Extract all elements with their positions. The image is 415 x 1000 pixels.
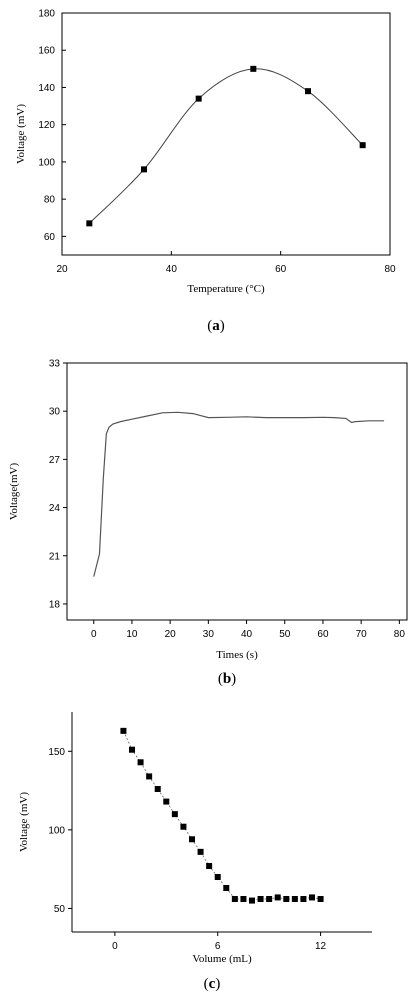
data-point — [283, 896, 290, 902]
x-axis-title: Times (s) — [216, 649, 258, 661]
y-tick-label: 120 — [38, 120, 55, 131]
y-tick-label: 50 — [54, 904, 66, 915]
y-tick-label: 24 — [49, 503, 61, 514]
x-tick-label: 10 — [126, 629, 138, 640]
data-point — [305, 88, 311, 95]
x-axis-title: Volume (mL) — [192, 953, 252, 965]
data-point — [266, 896, 273, 902]
data-point — [180, 823, 187, 830]
y-tick-label: 160 — [38, 46, 55, 57]
y-tick-label: 33 — [49, 359, 61, 370]
x-tick-label: 6 — [215, 941, 221, 952]
plot-frame — [61, 12, 391, 256]
x-tick-label: 80 — [384, 264, 396, 275]
y-tick-label: 18 — [49, 599, 61, 610]
data-point — [249, 897, 255, 904]
data-point — [141, 166, 147, 173]
data-point — [359, 142, 366, 149]
x-tick-label: 60 — [275, 264, 287, 275]
panel-label: (c) — [204, 976, 221, 992]
data-point — [231, 896, 238, 902]
x-tick-label: 12 — [315, 941, 327, 952]
data-point — [274, 894, 281, 901]
x-tick-label: 60 — [317, 629, 329, 640]
x-tick-label: 40 — [241, 629, 253, 640]
panel-label: (a) — [207, 318, 225, 334]
data-point — [223, 885, 230, 891]
data-point — [154, 786, 161, 792]
y-tick-label: 30 — [49, 407, 61, 418]
y-tick-label: 80 — [44, 195, 56, 206]
x-tick-label: 70 — [356, 629, 368, 640]
data-point — [120, 727, 127, 734]
y-tick-label: 27 — [49, 455, 61, 466]
chart-panel-b: 0 10 20 30 40 50 60 70 80 18 21 24 27 30 33 Times (s) Vo… — [8, 359, 408, 687]
y-tick-label: 150 — [48, 747, 65, 758]
x-tick-label: 80 — [394, 629, 406, 640]
data-point — [189, 836, 195, 843]
connect-line — [123, 730, 321, 901]
y-axis-title: Voltage (mV) — [18, 792, 30, 852]
x-tick-label: 50 — [279, 629, 291, 640]
y-tick-label: 180 — [38, 9, 55, 20]
fit-curve — [88, 68, 364, 224]
y-tick-label: 60 — [44, 232, 56, 243]
data-point — [206, 863, 213, 869]
data-point — [291, 896, 298, 902]
y-tick-label: 100 — [48, 825, 65, 836]
data-point — [163, 798, 170, 805]
data-point — [317, 896, 324, 902]
data-point — [195, 95, 202, 102]
x-tick-label: 40 — [166, 264, 178, 275]
data-point — [129, 746, 135, 753]
chart-panel-a: 20 40 60 80 60 80 100 120 140 160 180 Temperature (… — [15, 9, 396, 335]
y-tick-label: 21 — [49, 551, 61, 562]
panel-label: (b) — [218, 671, 236, 687]
y-tick-label: 140 — [38, 83, 55, 94]
data-point — [214, 874, 221, 880]
y-axis-title: Voltage(mV) — [8, 463, 20, 521]
chart-panel-c: 0 6 12 50 100 150 Volume (mL) Voltage (mV) (c) — [18, 712, 372, 992]
x-tick-label: 20 — [165, 629, 177, 640]
y-axis-title: Voltage (mV) — [15, 104, 27, 164]
data-point — [257, 896, 264, 902]
x-axis-title: Temperature (°C) — [187, 283, 265, 295]
data-point — [309, 894, 315, 901]
data-point — [300, 896, 307, 902]
data-point — [171, 811, 178, 818]
series-line — [93, 411, 385, 577]
y-tick-label: 100 — [38, 157, 55, 168]
x-tick-label: 20 — [56, 264, 68, 275]
plot-frame — [66, 362, 408, 621]
x-tick-label: 0 — [91, 629, 97, 640]
x-tick-label: 0 — [112, 941, 118, 952]
data-point — [137, 759, 144, 766]
data-point — [240, 896, 247, 902]
data-point — [250, 65, 257, 72]
data-point — [197, 848, 204, 855]
data-point — [146, 773, 153, 780]
x-tick-label: 30 — [203, 629, 215, 640]
data-point — [86, 220, 93, 227]
